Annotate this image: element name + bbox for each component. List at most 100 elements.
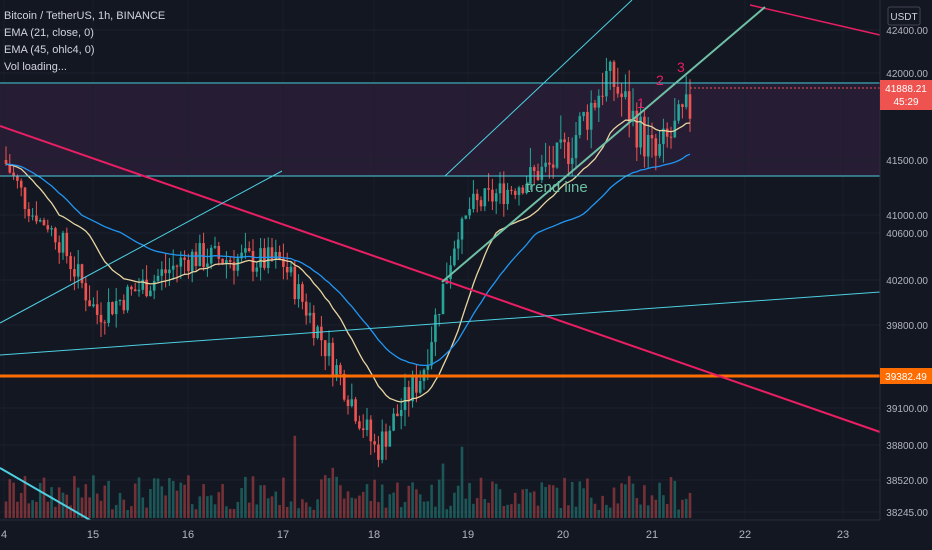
candle-body xyxy=(475,193,479,201)
price-tick: 41000.00 xyxy=(886,211,928,222)
channel-line xyxy=(0,170,283,324)
candle-body xyxy=(479,200,483,207)
volume-bar xyxy=(608,507,612,518)
trend-line xyxy=(441,6,766,283)
candle-body xyxy=(658,144,661,156)
volume-bar xyxy=(221,484,224,518)
candle-body xyxy=(80,264,84,284)
candle-body xyxy=(441,283,445,315)
candle-body xyxy=(605,71,608,97)
legend-ema-21[interactable]: EMA (21, close, 0) xyxy=(4,27,94,39)
candle-body xyxy=(555,142,559,168)
volume-bar xyxy=(650,495,654,518)
legend-ema-45[interactable]: EMA (45, ohlc4, 0) xyxy=(4,44,95,56)
volume-bar xyxy=(156,478,160,518)
candle-body xyxy=(130,286,133,290)
volume-bar xyxy=(605,504,608,518)
volume-bar xyxy=(46,501,50,518)
candle-body xyxy=(502,183,506,205)
support-level-value: 39382.49 xyxy=(885,372,927,383)
ema-21-line xyxy=(5,118,691,403)
candle-body xyxy=(38,219,42,222)
candle-body xyxy=(232,261,236,271)
candle-body xyxy=(289,266,293,273)
price-axis-labels: 42400.00 42000.00 41500.00 41000.00 40600.00… xyxy=(886,26,928,519)
candle-body xyxy=(536,171,540,180)
volume-bar xyxy=(297,508,300,518)
volume-bar xyxy=(441,463,445,518)
volume-bar xyxy=(320,479,323,518)
candle-body xyxy=(548,162,551,165)
candle-body xyxy=(88,300,91,307)
candle-body xyxy=(498,183,502,194)
candle-body xyxy=(426,365,430,370)
candle-body xyxy=(388,430,392,447)
candle-body xyxy=(506,189,509,205)
candle-body xyxy=(365,419,369,431)
candle-body xyxy=(69,256,72,270)
candle-body xyxy=(171,265,175,270)
time-axis[interactable] xyxy=(0,520,932,550)
volume-bar xyxy=(50,487,53,518)
chart-legend: Bitcoin / TetherUS, 1h, BINANCE EMA (21,… xyxy=(4,8,165,76)
volume-bar xyxy=(399,507,403,518)
candle-body xyxy=(635,110,639,148)
candle-body xyxy=(285,266,289,273)
volume-bar xyxy=(681,499,684,518)
price-tick: 39800.00 xyxy=(886,321,928,332)
candle-body xyxy=(175,265,179,267)
candle-body xyxy=(190,251,194,272)
candle-body xyxy=(244,248,247,253)
volume-bar xyxy=(130,506,133,518)
volume-bar xyxy=(521,489,525,518)
volume-bar xyxy=(643,485,646,518)
currency-badge[interactable] xyxy=(887,6,921,26)
time-tick: 16 xyxy=(182,529,194,541)
volume-bar xyxy=(293,435,297,518)
volume-bar xyxy=(548,484,551,518)
volume-bar xyxy=(532,491,536,518)
legend-symbol[interactable]: Bitcoin / TetherUS, 1h, BINANCE xyxy=(4,10,166,22)
candle-body xyxy=(297,284,300,300)
candle-body xyxy=(50,228,53,230)
volume-bar xyxy=(304,502,308,518)
volume-bar xyxy=(206,496,209,518)
last-price-badge xyxy=(880,80,932,110)
candle-body xyxy=(217,246,221,259)
volume-bar xyxy=(335,476,338,518)
candle-body xyxy=(308,312,312,316)
candle-body xyxy=(133,289,137,292)
candle-body xyxy=(12,172,15,176)
candle-body xyxy=(187,259,190,272)
volume-bar xyxy=(551,485,555,518)
candle-body xyxy=(236,258,240,271)
time-tick: 15 xyxy=(87,529,99,541)
wave-1-label: 1 xyxy=(637,95,645,111)
candle-body xyxy=(437,314,441,316)
volume-bar xyxy=(639,504,642,518)
volume-bar xyxy=(126,509,129,518)
candle-body xyxy=(320,326,323,341)
volume-bar xyxy=(574,506,578,518)
volume-bar xyxy=(677,509,680,518)
volume-bar xyxy=(213,504,217,518)
volume-bar xyxy=(646,505,650,518)
candle-body xyxy=(434,314,437,343)
legend-volume[interactable]: Vol loading... xyxy=(4,61,67,73)
volume-bar xyxy=(114,504,118,518)
ema-lines xyxy=(5,118,691,403)
volume-bar xyxy=(396,482,399,518)
volume-bar xyxy=(99,500,103,518)
volume-bar xyxy=(684,498,688,518)
candle-body xyxy=(612,61,616,87)
candle-body xyxy=(31,215,34,217)
candle-body xyxy=(650,134,654,139)
candle-body xyxy=(597,95,601,108)
candle-body xyxy=(669,136,673,138)
volume-bar xyxy=(563,477,566,518)
volume-bar xyxy=(418,494,422,518)
candle-body xyxy=(377,444,380,460)
volume-bar xyxy=(42,477,46,518)
volume-bar xyxy=(171,480,175,518)
